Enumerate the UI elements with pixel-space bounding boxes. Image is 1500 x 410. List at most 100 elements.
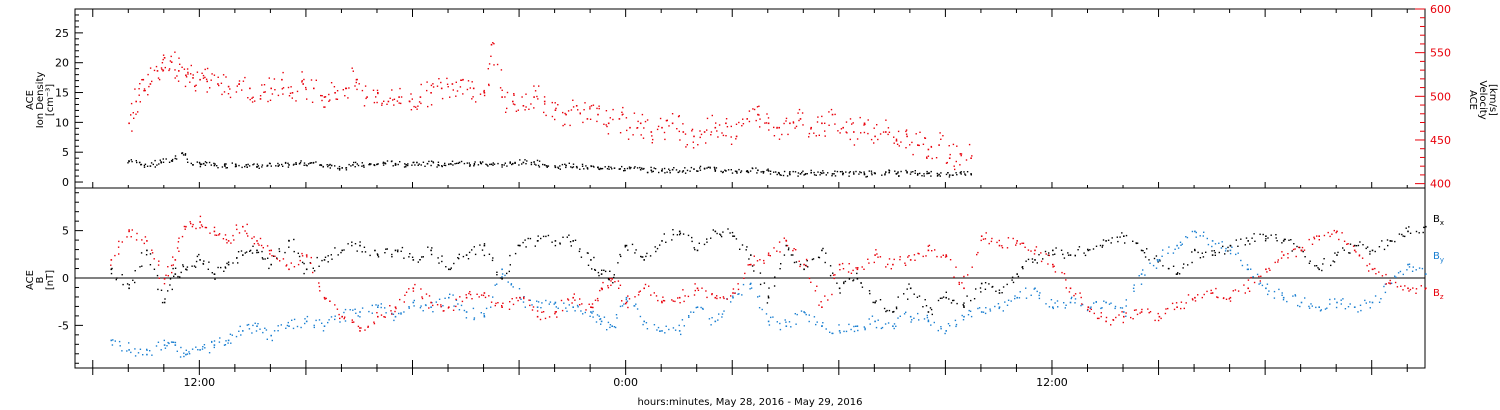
by-point — [1229, 252, 1232, 255]
bz-point — [256, 240, 258, 242]
density-point — [570, 166, 572, 168]
density-point — [305, 164, 307, 166]
bz-point — [1021, 242, 1023, 244]
density-point — [776, 173, 778, 176]
velocity-point — [612, 118, 614, 121]
bx-point — [448, 268, 450, 271]
by-point — [1179, 241, 1182, 243]
by-point — [636, 308, 639, 310]
bx-point — [883, 307, 886, 310]
velocity-point — [347, 97, 349, 99]
bx-point — [799, 263, 802, 266]
by-point — [504, 274, 506, 277]
bx-point — [843, 282, 845, 285]
bx-point — [950, 302, 953, 304]
density-point — [769, 173, 772, 175]
bz-point — [1385, 283, 1387, 285]
bx-point — [257, 251, 260, 254]
bx-point — [1265, 235, 1267, 237]
velocity-point — [205, 78, 208, 80]
by-point — [1371, 301, 1374, 304]
bz-point — [1047, 263, 1049, 265]
velocity-point — [447, 86, 449, 88]
velocity-point — [817, 116, 819, 118]
density-point — [518, 164, 520, 166]
bz-point — [1336, 230, 1338, 233]
bz-point — [310, 262, 312, 264]
density-point — [643, 167, 645, 170]
bz-point — [753, 264, 755, 266]
bx-point — [1062, 253, 1064, 256]
velocity-point — [415, 106, 417, 108]
bx-point — [1389, 240, 1392, 242]
by-point — [368, 310, 370, 313]
velocity-point — [960, 153, 963, 155]
bz-point — [643, 287, 645, 290]
by-point — [1202, 235, 1204, 237]
by-point — [1203, 231, 1205, 233]
velocity-point — [584, 102, 586, 104]
bx-point — [1224, 253, 1226, 255]
bz-point — [412, 290, 415, 292]
velocity-point — [887, 133, 889, 136]
density-point — [703, 167, 706, 170]
velocity-point — [798, 119, 800, 122]
bx-point — [931, 313, 933, 316]
bx-point — [1042, 258, 1044, 260]
velocity-point — [778, 138, 781, 140]
by-point — [674, 329, 677, 331]
bx-point — [672, 233, 675, 236]
density-point — [171, 158, 174, 161]
bx-point — [1183, 263, 1185, 265]
bx-point — [1012, 281, 1015, 284]
density-point — [668, 168, 670, 170]
bx-point — [1146, 248, 1148, 250]
bz-point — [792, 249, 794, 252]
by-point — [315, 319, 317, 322]
by-point — [1140, 273, 1143, 275]
bz-point — [536, 315, 539, 318]
by-point — [1144, 274, 1146, 276]
x-axis-title: hours:minutes, May 28, 2016 - May 29, 20… — [637, 397, 862, 408]
bx-point — [316, 256, 318, 259]
by-point — [1268, 290, 1270, 292]
by-point — [185, 353, 187, 356]
by-point — [172, 341, 175, 343]
bz-point — [820, 301, 822, 303]
by-point — [377, 304, 379, 307]
bx-point — [369, 254, 371, 257]
bx-point — [525, 246, 527, 248]
density-point — [418, 163, 420, 165]
bx-point — [298, 255, 301, 258]
by-point — [1347, 306, 1350, 308]
density-point — [288, 164, 290, 166]
bx-point — [655, 250, 657, 253]
bx-point — [1262, 233, 1264, 236]
bx-point — [1102, 244, 1104, 247]
bx-point — [925, 305, 928, 307]
bz-point — [1381, 275, 1384, 277]
density-point — [831, 173, 834, 175]
density-point — [140, 163, 143, 166]
by-point — [1195, 231, 1197, 234]
by-point — [168, 342, 170, 345]
by-point — [940, 326, 942, 328]
by-point — [180, 346, 182, 349]
by-point — [721, 316, 723, 318]
velocity-point — [661, 126, 663, 129]
bx-point — [682, 233, 685, 235]
bx-point — [411, 256, 414, 258]
bz-point — [189, 221, 191, 223]
bz-point — [874, 254, 876, 256]
density-point — [338, 165, 341, 168]
velocity-point — [521, 96, 523, 98]
by-point — [1052, 307, 1054, 310]
by-point — [1273, 290, 1276, 293]
bx-point — [272, 255, 275, 257]
bx-point — [180, 271, 182, 274]
bz-point — [1015, 242, 1018, 244]
velocity-point — [483, 89, 485, 92]
bz-point — [1331, 233, 1333, 235]
by-point — [1149, 262, 1151, 264]
